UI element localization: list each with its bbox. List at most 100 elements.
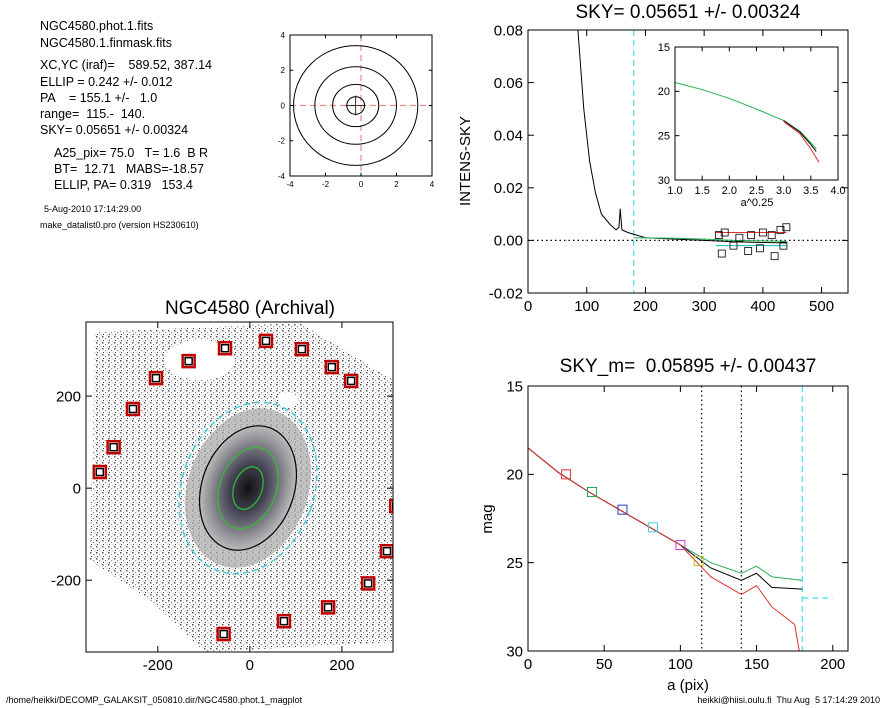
x-tick-label: 3.5 bbox=[803, 185, 818, 197]
point bbox=[561, 469, 572, 480]
frame bbox=[527, 385, 849, 652]
info-line: 5-Aug-2010 17:14:29.00 bbox=[44, 204, 141, 214]
point bbox=[782, 223, 791, 232]
x-tick-label: 0 bbox=[524, 656, 532, 673]
y-tick-label: 25 bbox=[506, 555, 523, 572]
star-mask-inner bbox=[109, 442, 118, 452]
star-mask bbox=[388, 498, 393, 514]
footer-left: /home/heikki/DECOMP_GALAKSIT_050810.dir/… bbox=[6, 695, 303, 705]
chart-title: SKY= 0.05651 +/- 0.00324 bbox=[575, 2, 800, 23]
star-mask-inner bbox=[184, 356, 193, 366]
x-tick-label: 200 bbox=[329, 657, 354, 674]
y-axis-label: mag bbox=[479, 504, 496, 533]
star-mask-inner bbox=[327, 362, 337, 372]
x-tick-label: 300 bbox=[692, 298, 717, 315]
x-tick-label: 0 bbox=[359, 180, 364, 189]
point bbox=[729, 241, 738, 250]
footer-right: heikki@hiisi.oulu.fi Thu Aug 5 17:14:29 … bbox=[697, 695, 880, 705]
x-tick-label: 0 bbox=[524, 298, 532, 315]
x-tick-label: -4 bbox=[286, 180, 294, 189]
star-mask-inner bbox=[220, 343, 230, 353]
y-tick-label: 2 bbox=[281, 66, 286, 75]
x-tick-label: 2 bbox=[394, 180, 399, 189]
x-tick-label: 500 bbox=[809, 298, 834, 315]
y-tick-label: 0 bbox=[281, 101, 286, 110]
info-line: ELLIP = 0.242 +/- 0.012 bbox=[40, 75, 173, 89]
point bbox=[693, 555, 704, 566]
x-tick-label: 200 bbox=[820, 656, 845, 673]
star-mask-inner bbox=[261, 336, 271, 346]
chart: 0 50 100 150 200 15 20 25 30 SKY_m= 0.05895 +/- 0… bbox=[479, 356, 849, 694]
chart-title: SKY_m= 0.05895 +/- 0.00437 bbox=[560, 356, 817, 377]
y-tick-label: 20 bbox=[506, 467, 523, 484]
point bbox=[720, 228, 729, 237]
x-tick-label: 50 bbox=[596, 656, 613, 673]
image-background bbox=[90, 323, 393, 652]
x-tick-label: 3.0 bbox=[776, 185, 791, 197]
x-tick-label: 4.0 bbox=[830, 185, 845, 197]
x-tick-label: 100 bbox=[668, 656, 693, 673]
y-tick-label: -2 bbox=[278, 137, 286, 146]
info-line: NGC4580.phot.1.fits bbox=[40, 19, 153, 33]
line bbox=[633, 237, 787, 242]
x-tick-label: -2 bbox=[322, 180, 330, 189]
star-mask-inner bbox=[391, 501, 393, 511]
star-mask-inner bbox=[279, 616, 289, 626]
plot-area bbox=[675, 81, 820, 163]
plot-area bbox=[92, 333, 393, 642]
plot-area bbox=[528, 30, 848, 293]
x-tick-label: 1.5 bbox=[695, 185, 710, 197]
star-mask-inner bbox=[95, 467, 105, 477]
chart: -200 0 200 -200 0 200 NGC4580 (Archival) bbox=[51, 298, 394, 674]
line bbox=[528, 447, 800, 651]
x-axis-label: a (pix) bbox=[667, 677, 709, 694]
star-mask-inner bbox=[219, 629, 228, 639]
star-mask-inner bbox=[128, 404, 138, 414]
y-axis-label: INTENS-SKY bbox=[457, 116, 474, 206]
frame bbox=[674, 46, 839, 181]
info-line: ELLIP, PA= 0.319 153.4 bbox=[54, 178, 193, 192]
x-tick-label: 2.0 bbox=[722, 185, 737, 197]
point bbox=[776, 225, 785, 234]
x-tick-label: 100 bbox=[574, 298, 599, 315]
star-mask-inner bbox=[363, 579, 373, 588]
y-tick-label: 0.00 bbox=[494, 233, 523, 250]
crosshair bbox=[345, 95, 366, 116]
point bbox=[770, 252, 779, 261]
info-line: make_datalist0.pro (version HS230610) bbox=[40, 220, 199, 230]
y-tick-label: -200 bbox=[51, 572, 81, 589]
chart: -4 -2 0 2 4 -4 -2 0 2 4 bbox=[278, 31, 435, 189]
y-tick-label: 0 bbox=[73, 480, 81, 497]
line bbox=[528, 447, 803, 590]
x-tick-label: 2.5 bbox=[749, 185, 764, 197]
x-tick-label: 150 bbox=[744, 656, 769, 673]
y-tick-label: 25 bbox=[658, 131, 670, 143]
y-tick-label: 4 bbox=[281, 31, 286, 40]
frame bbox=[527, 29, 849, 294]
info-line: range= 115.- 140. bbox=[40, 107, 145, 121]
point bbox=[756, 244, 764, 253]
point bbox=[779, 241, 788, 250]
x-axis-label: a^0.25 bbox=[741, 197, 774, 209]
y-tick-label: 30 bbox=[506, 643, 523, 660]
info-line: XC,YC (iraf)= 589.52, 387.14 bbox=[40, 58, 212, 72]
y-tick-label: -0.02 bbox=[489, 285, 523, 302]
info-block: NGC4580.phot.1.fits NGC4580.1.finmask.fit… bbox=[40, 19, 212, 230]
plot-area bbox=[528, 386, 833, 651]
star-mask-inner bbox=[323, 603, 333, 612]
info-line: SKY= 0.05651 +/- 0.00324 bbox=[40, 123, 188, 137]
plot-area bbox=[290, 35, 432, 176]
y-tick-label: 15 bbox=[658, 42, 670, 54]
info-line: PA = 155.1 +/- 1.0 bbox=[40, 91, 157, 105]
contour bbox=[293, 45, 419, 166]
point bbox=[717, 249, 726, 258]
chart: 1.0 1.5 2.0 2.5 3.0 3.5 4.0 15 20 25 30 a^0.25 bbox=[658, 42, 846, 209]
y-tick-label: 15 bbox=[506, 378, 523, 395]
point bbox=[587, 487, 597, 497]
x-tick-label: -200 bbox=[143, 657, 173, 674]
point bbox=[617, 504, 628, 515]
chart-title: NGC4580 (Archival) bbox=[165, 298, 335, 319]
y-tick-label: 0.06 bbox=[494, 75, 523, 92]
y-tick-label: -4 bbox=[278, 172, 286, 181]
info-line: NGC4580.1.finmask.fits bbox=[40, 36, 172, 50]
